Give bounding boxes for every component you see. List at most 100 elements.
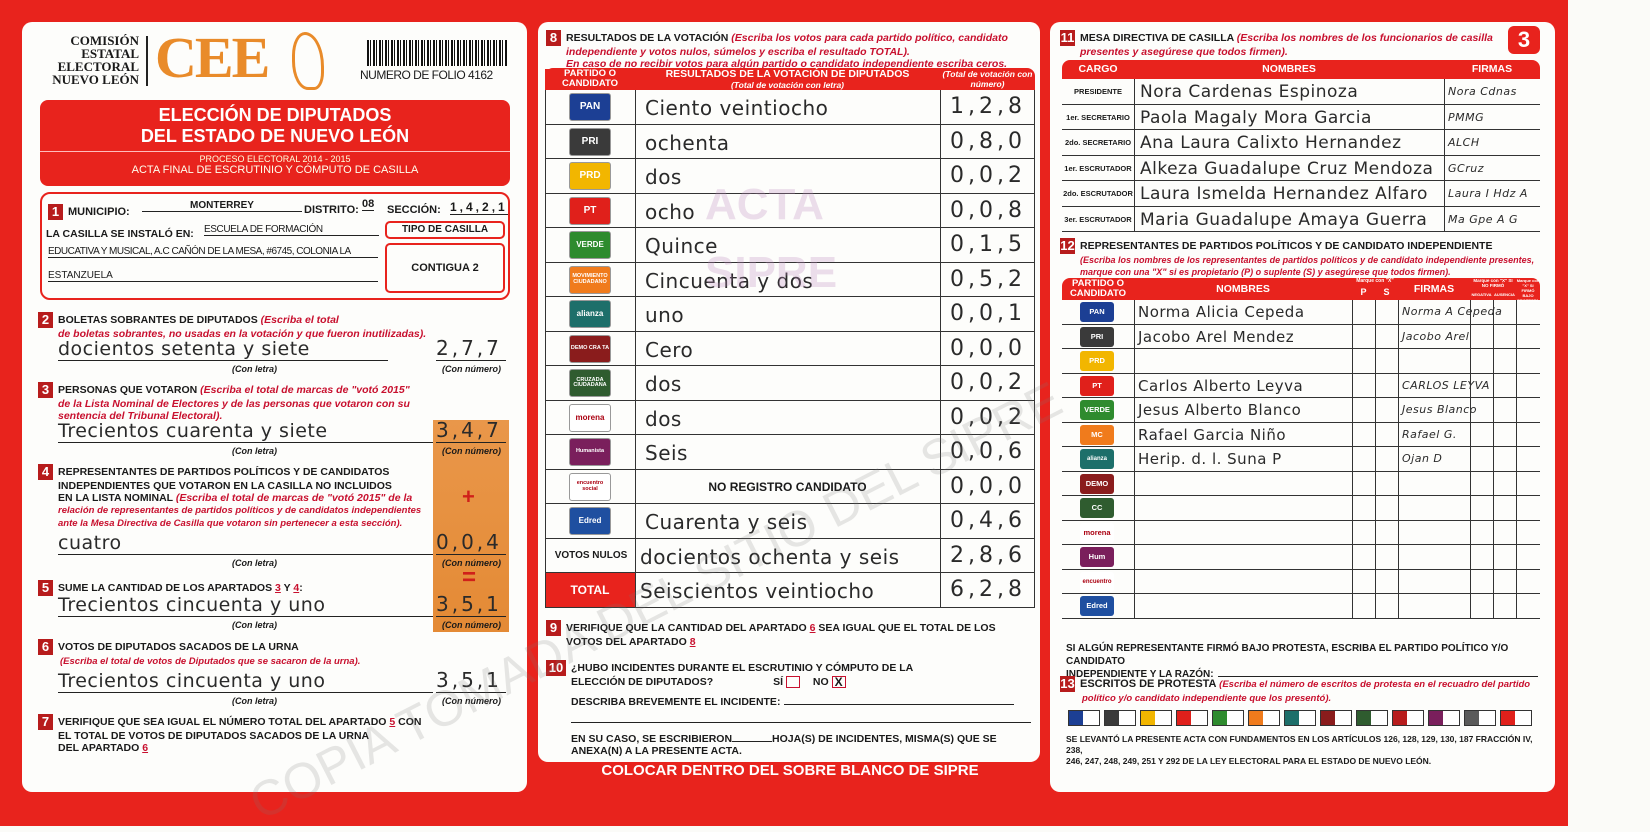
instructions: político y/o candidato independiente que…: [1082, 693, 1332, 704]
cargo-label: 2do. SECRETARIO: [1064, 138, 1132, 147]
instructions: ante la Mesa Directiva de Casilla que vo…: [58, 518, 403, 529]
con-numero-label: (Con número): [442, 446, 501, 456]
apartado-ref: 8: [689, 636, 696, 648]
instructions: (Escriba los votos para cada partido pol…: [731, 31, 1008, 44]
barcode: [367, 40, 507, 66]
divider: [146, 36, 148, 86]
col-protesta: Marque con "X" SI FIRMÓ BAJO PROTESTA: [1516, 278, 1540, 303]
col-cargo: CARGO: [1078, 63, 1118, 75]
table-row: [545, 90, 1035, 125]
result-letters: ochenta: [645, 130, 730, 155]
protest-count-field[interactable]: [1191, 711, 1207, 725]
con-letra-label: (Con letra): [232, 446, 277, 456]
section-title: MESA DIRECTIVA DE CASILLA: [1080, 31, 1234, 44]
section-8: 8 RESULTADOS DE LA VOTACIÓN (Escriba los …: [546, 30, 1036, 70]
con-letra-label: (Con letra): [232, 696, 277, 706]
title-line: ELECCIÓN DE DIPUTADOS: [158, 105, 392, 125]
suma-number: 3,5,1: [436, 592, 506, 617]
result-letters: dos: [645, 372, 682, 396]
suma-letters: Trecientos cincuenta y uno: [58, 594, 433, 617]
section-number: 4: [38, 464, 53, 480]
protest-count-field[interactable]: [1371, 711, 1387, 725]
result-number: 0,4,6: [950, 508, 1026, 533]
section-5: 5 SUME LA CANTIDAD DE LOS APARTADOS 3 Y 4…: [38, 580, 303, 596]
instructions: (Escriba el total de votos de Diputados …: [60, 656, 361, 667]
section-number: 1: [48, 204, 63, 220]
protest-count-field[interactable]: [1335, 711, 1351, 725]
column-divider: [1134, 79, 1135, 232]
protest-count-field[interactable]: [1299, 711, 1315, 725]
representante-signature: Rafael G.: [1402, 427, 1457, 441]
funcionario-signature: GCruz: [1448, 161, 1484, 175]
protest-count-field[interactable]: [1479, 711, 1495, 725]
con-letra-label: (Con letra): [232, 364, 277, 374]
representante-signature: Ojan D: [1402, 452, 1443, 465]
section-title: SUME LA CANTIDAD DE LOS APARTADOS: [58, 581, 273, 594]
result-number: 0,0,2: [950, 163, 1026, 188]
protest-count-field[interactable]: [1227, 711, 1243, 725]
instructions: sentencia del Tribunal Electoral).: [58, 410, 223, 422]
movimiento-ciudadano-logo-icon: MC: [1080, 424, 1114, 445]
cargo-label: 1er. SECRETARIO: [1066, 112, 1130, 122]
incidente-field[interactable]: [784, 704, 1015, 706]
result-letters: Seis: [645, 441, 688, 465]
no-checkbox[interactable]: X: [831, 676, 846, 689]
protest-count-field[interactable]: [1515, 711, 1531, 725]
reps-header: [1062, 278, 1540, 300]
plus-sign: +: [462, 484, 475, 509]
verde-logo-icon: VERDE: [1080, 400, 1114, 420]
table-row: [1062, 521, 1540, 545]
encuentro-social-logo-icon: encuentro: [1080, 571, 1114, 592]
protest-count-field[interactable]: [1119, 711, 1135, 725]
section-12: 12 REPRESENTANTES DE PARTIDOS POLÍTICOS Y…: [1060, 238, 1550, 278]
section-number: 8: [546, 30, 561, 46]
result-letters: dos: [645, 406, 682, 431]
party-logo-icon: [1429, 711, 1443, 725]
instructions: independiente y votos nulos, súmelos y e…: [566, 46, 910, 58]
funcionario-name: Alkeza Guadalupe Cruz Mendoza: [1140, 158, 1434, 179]
hojas-field[interactable]: [732, 741, 773, 743]
instructions: presentes y asegúrese que todos firmen).: [1080, 46, 1288, 58]
table-row: [1062, 496, 1540, 521]
nulos-letters: docientos ochenta y seis: [640, 544, 900, 569]
protesta-note: SI ALGÚN REPRESENTANTE FIRMÓ BAJO PROTES…: [1066, 642, 1546, 681]
cruzada-ciudadana-logo-icon: CRUZADA CIUDADANA: [569, 369, 611, 397]
protest-count-field[interactable]: [1083, 711, 1099, 725]
col-negativa: NEGATIVA: [1471, 292, 1492, 297]
protesta-reason-field[interactable]: [1217, 676, 1538, 677]
lugar-line: ESCUELA DE FORMACIÓN: [204, 224, 379, 236]
col-number: (Total de votación con número): [942, 69, 1033, 89]
si-checkbox[interactable]: [786, 676, 800, 689]
prd-logo-icon: PRD: [569, 162, 611, 190]
result-number: 0,0,0: [950, 473, 1026, 499]
result-letters: Ciento veintiocho: [645, 96, 829, 120]
result-number: 0,0,2: [950, 404, 1026, 430]
middle-panel: 8 RESULTADOS DE LA VOTACIÓN (Escriba los …: [538, 22, 1040, 762]
funcionario-signature: Laura I Hdz A: [1448, 187, 1528, 200]
protest-box: [1500, 710, 1532, 726]
result-number: 0,0,8: [950, 197, 1026, 223]
pan-logo-icon: PAN: [1080, 302, 1114, 322]
protest-box: [1392, 710, 1424, 726]
legal-text: SE LEVANTÓ LA PRESENTE ACTA CON FUNDAMEN…: [1066, 734, 1551, 767]
representante-name: Jacobo Arel Mendez: [1138, 327, 1295, 346]
section-number: 9: [546, 620, 561, 636]
anexa-label: ANEXA(N) A LA PRESENTE ACTA.: [571, 745, 742, 758]
acta-label: ACTA FINAL DE ESCRUTINIO Y CÓMPUTO DE CA…: [131, 164, 419, 176]
section-13: 13 ESCRITOS DE PROTESTA (Escriba el númer…: [1060, 676, 1550, 705]
instructions: En caso de no recibir votos para algún p…: [566, 58, 1008, 70]
funcionario-name: Ana Laura Calixto Hernandez: [1140, 133, 1402, 153]
party-logo-icon: [1285, 711, 1299, 725]
protest-count-field[interactable]: [1155, 711, 1171, 725]
protest-count-field[interactable]: [1263, 711, 1279, 725]
col-nombres: NOMBRES: [1262, 63, 1316, 75]
section-number: 10: [546, 660, 566, 676]
footer-banner: COLOCAR DENTRO DEL SOBRE BLANCO DE SIPRE: [601, 762, 979, 779]
municipio-label: MUNICIPIO:: [68, 205, 130, 218]
protest-count-field[interactable]: [1443, 711, 1459, 725]
nueva-alianza-logo-icon: alianza: [569, 300, 611, 328]
protest-count-field[interactable]: [1407, 711, 1423, 725]
section-number: 3: [38, 382, 53, 398]
party-logo-icon: [1357, 711, 1371, 725]
section-number: 12: [1060, 238, 1075, 254]
